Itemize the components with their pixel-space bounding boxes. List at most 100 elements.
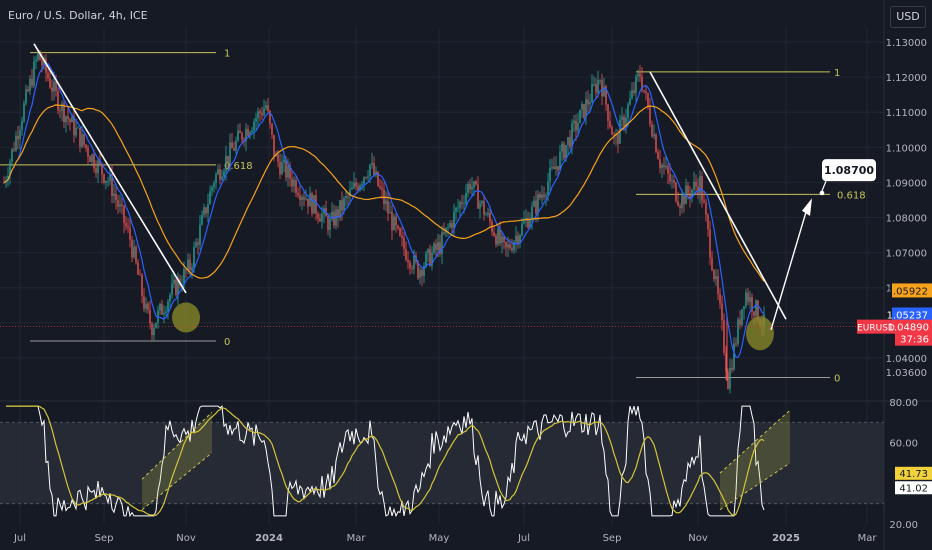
candle-body: [189, 259, 191, 271]
candle-body: [751, 297, 753, 312]
candle-body: [215, 174, 217, 183]
candle-body: [229, 142, 231, 164]
candle-body: [569, 137, 571, 147]
candle-body: [107, 180, 109, 182]
candle-body: [635, 76, 637, 93]
candle-body: [739, 319, 741, 325]
candle-body: [295, 179, 297, 193]
candle-body: [679, 205, 681, 209]
annotations: 1.08700: [0, 43, 884, 351]
candle-body: [185, 268, 187, 271]
rsi-panel: [6, 405, 791, 518]
candle-body: [507, 244, 509, 248]
candle-body: [717, 276, 719, 295]
candle-body: [277, 154, 279, 162]
y-tick-label: 1.09000: [886, 178, 927, 189]
candle-body: [135, 246, 137, 263]
candle-body: [661, 164, 663, 168]
candle-body: [19, 130, 21, 140]
candle-body: [509, 244, 511, 249]
candle-body: [329, 219, 331, 230]
candle-body: [537, 194, 539, 214]
candle-body: [579, 109, 581, 123]
support-circle-left: [172, 302, 200, 333]
candle-body: [47, 72, 49, 79]
candle-body: [357, 186, 359, 191]
candle-body: [397, 225, 399, 229]
candle-body: [413, 255, 415, 269]
candle-body: [485, 214, 487, 216]
target-dot: [819, 190, 825, 196]
candle-body: [677, 201, 679, 206]
fib-label: 1: [224, 49, 230, 60]
candle-body: [177, 278, 179, 296]
candle-body: [57, 90, 59, 111]
candle-body: [239, 130, 241, 133]
x-tick-label: Nov: [176, 533, 196, 544]
candle-body: [533, 200, 535, 207]
candle-body: [571, 123, 573, 147]
candle-body: [69, 119, 71, 123]
candle-body: [713, 270, 715, 280]
candle-body: [315, 195, 317, 214]
fib-levels: 1 0.618 0 1 0.618 0: [0, 49, 866, 385]
candle-body: [443, 232, 445, 234]
candle-body: [327, 216, 329, 230]
ema-fast-line: [3, 62, 765, 358]
candle-body: [549, 167, 551, 182]
candle-body: [187, 259, 189, 271]
candle-body: [565, 145, 567, 159]
candle-body: [279, 161, 281, 175]
rsi-channel-left-upper: [141, 411, 213, 480]
candle-body: [511, 248, 513, 251]
rsi-channel-right-upper: [719, 409, 791, 474]
candle-body: [643, 90, 645, 92]
candle-body: [339, 200, 341, 218]
candle-body: [221, 176, 223, 180]
candle-body: [757, 300, 759, 321]
candles: [3, 49, 765, 394]
candle-body: [501, 236, 503, 244]
candle-body: [313, 195, 315, 214]
candle-body: [263, 108, 265, 116]
candle-body: [741, 309, 743, 325]
candle-body: [423, 266, 425, 277]
candle-body: [597, 80, 599, 93]
trendline-2024: [649, 71, 787, 320]
candle-body: [203, 207, 205, 216]
candle-body: [73, 116, 75, 136]
x-tick-label: 2025: [772, 533, 800, 544]
candle-body: [475, 181, 477, 185]
candle-body: [207, 204, 209, 214]
candle-body: [281, 162, 283, 175]
eurusd-symbol-tag-bg: [857, 319, 895, 334]
candle-body: [359, 185, 361, 191]
candle-body: [159, 303, 161, 311]
candle-body: [627, 104, 629, 118]
candle-body: [689, 193, 691, 198]
candle-body: [151, 323, 153, 336]
price-label-ma-slow-bg: [892, 283, 932, 298]
candle-body: [261, 113, 263, 116]
ma-slow-line: [3, 104, 765, 282]
candle-body: [219, 169, 221, 180]
candle-body: [341, 200, 343, 211]
candle-body: [651, 124, 653, 137]
currency-button[interactable]: USD: [890, 6, 926, 28]
candle-body: [589, 102, 591, 105]
candle-body: [655, 134, 657, 153]
target-callout-text: 1.08700: [824, 164, 874, 177]
candle-body: [749, 297, 751, 302]
support-circle-right: [746, 316, 774, 351]
fib-label: 0: [834, 374, 840, 385]
candle-body: [85, 144, 87, 149]
candle-body: [547, 181, 549, 196]
candle-body: [543, 194, 545, 197]
candle-body: [311, 193, 313, 214]
candle-body: [529, 219, 531, 228]
candle-body: [373, 162, 375, 176]
candle-body: [437, 242, 439, 250]
candle-body: [201, 215, 203, 225]
candle-body: [75, 128, 77, 136]
